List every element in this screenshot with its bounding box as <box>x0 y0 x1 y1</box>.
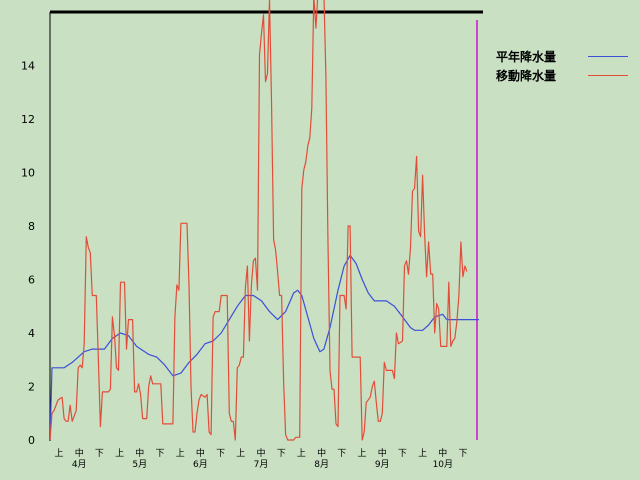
x-dekad-label: 中 <box>317 447 326 459</box>
x-dekad-label: 中 <box>196 447 205 459</box>
y-tick-label: 8 <box>28 220 35 233</box>
y-tick-label: 4 <box>28 327 35 340</box>
x-dekad-label: 中 <box>438 447 447 459</box>
x-dekad-label: 中 <box>256 447 265 459</box>
x-dekad-label: 上 <box>418 448 427 459</box>
x-dekad-label: 下 <box>216 449 225 459</box>
x-tick-labels: 上中下上中下上中下上中下上中下上中下上中下4月 5月 6月 7月 8月 9月 10月 <box>54 447 467 470</box>
y-tick-label: 14 <box>21 60 35 73</box>
legend-label-moving: 移動降水量 <box>496 68 557 83</box>
legend-swatch-normal <box>588 55 628 57</box>
x-month-label: 6月 <box>193 459 208 470</box>
x-month-label: 10月 <box>433 459 453 470</box>
y-tick-label: 6 <box>28 274 35 287</box>
x-dekad-label: 中 <box>75 447 84 459</box>
y-tick-label: 2 <box>28 381 35 394</box>
x-dekad-label: 中 <box>378 447 387 459</box>
x-month-label: 8月 <box>314 459 329 470</box>
series-line-normal <box>50 254 479 441</box>
legend-label-normal: 平年降水量 <box>496 49 557 64</box>
x-dekad-label: 下 <box>277 449 286 459</box>
y-tick-label: 0 <box>28 434 35 447</box>
x-dekad-label: 下 <box>458 449 467 459</box>
y-tick-labels: 0 2 4 6 8 10 12 14 <box>21 60 35 448</box>
legend-item-normal: 平年降水量 <box>496 48 628 64</box>
x-dekad-label: 下 <box>155 449 164 459</box>
x-dekad-label: 上 <box>357 448 366 459</box>
x-dekad-label: 中 <box>135 447 144 459</box>
x-month-label: 7月 <box>254 459 269 470</box>
legend-item-moving: 移動降水量 <box>496 67 628 83</box>
series-lines <box>50 0 479 441</box>
x-month-label: 4月 <box>72 459 87 470</box>
x-month-label: 9月 <box>375 459 390 470</box>
x-dekad-label: 上 <box>236 448 245 459</box>
x-dekad-label: 上 <box>297 448 306 459</box>
x-dekad-label: 上 <box>54 448 63 459</box>
x-dekad-label: 上 <box>115 448 124 459</box>
legend-swatch-moving <box>588 74 628 76</box>
x-dekad-label: 下 <box>398 449 407 459</box>
series-line-moving <box>50 0 468 441</box>
x-month-label: 5月 <box>132 459 147 470</box>
y-tick-label: 10 <box>21 167 35 180</box>
x-dekad-label: 上 <box>176 448 185 459</box>
x-dekad-label: 下 <box>337 449 346 459</box>
x-dekad-label: 下 <box>95 449 104 459</box>
y-tick-label: 12 <box>21 113 35 126</box>
